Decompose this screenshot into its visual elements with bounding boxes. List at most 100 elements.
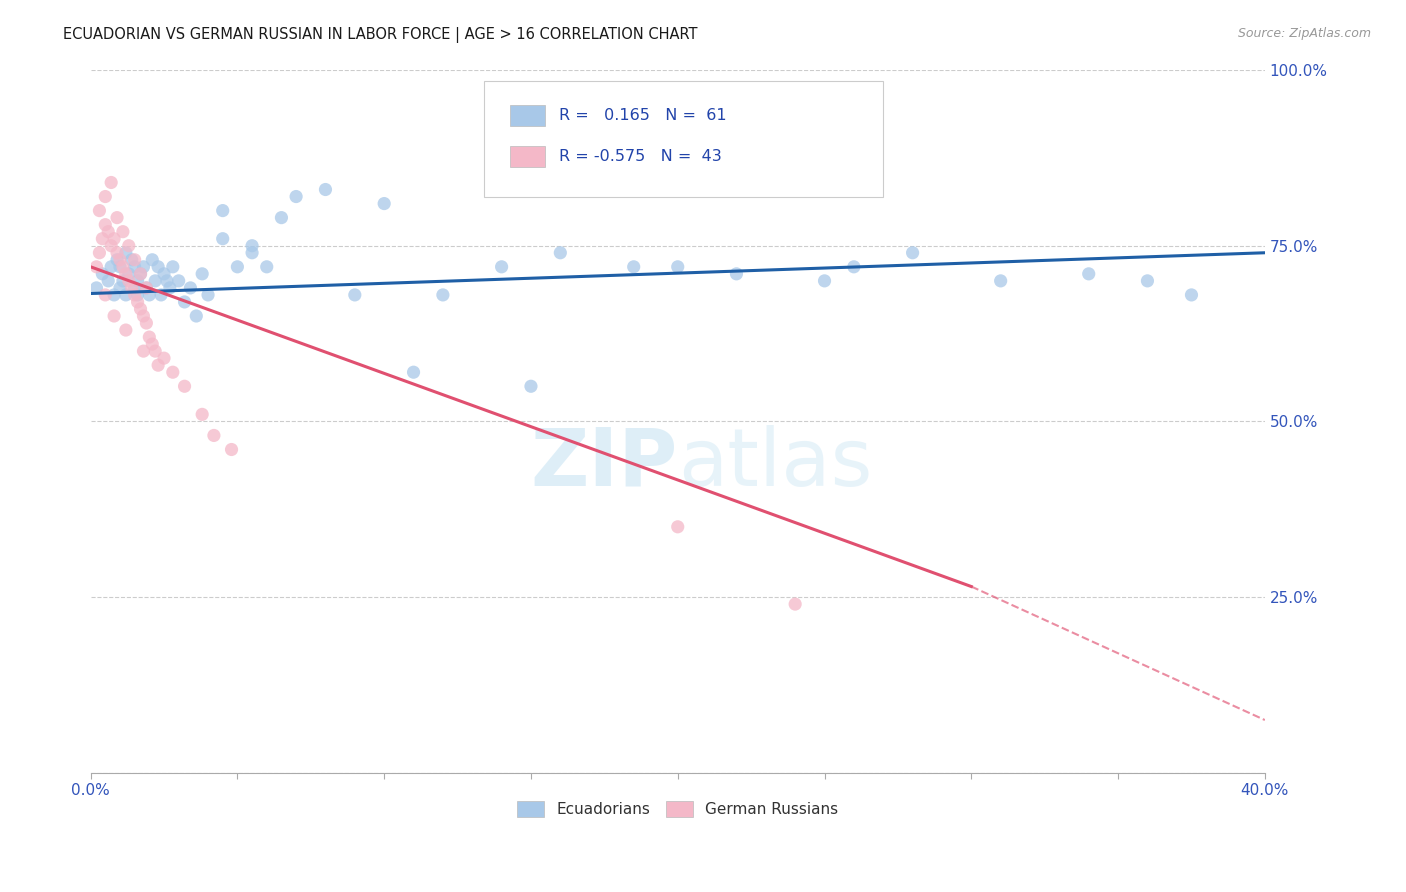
Point [129,267,152,281]
Point [666,520,689,534]
Point [89,245,111,260]
Legend: Ecuadorians, German Russians: Ecuadorians, German Russians [509,793,846,825]
Point [1180,288,1202,302]
Point [550,245,572,260]
Point [146,260,169,274]
Point [785,597,807,611]
Point [86,281,108,295]
Point [162,260,184,274]
Point [373,196,395,211]
Point [132,309,155,323]
Point [111,225,134,239]
Text: ZIP: ZIP [530,425,678,502]
Point [153,351,176,366]
Point [138,288,160,302]
Point [156,274,179,288]
Point [666,260,689,274]
Point [240,245,263,260]
Point [173,379,195,393]
Point [86,260,108,274]
Point [211,232,233,246]
Point [1077,267,1099,281]
Point [127,295,149,310]
Point [118,274,141,288]
Bar [510,105,546,127]
Point [143,274,166,288]
Point [100,238,122,252]
Point [520,379,543,393]
Point [127,274,149,288]
Point [623,260,645,274]
Point [138,330,160,344]
Point [432,288,454,302]
Point [146,358,169,372]
Point [111,274,134,288]
Point [990,274,1012,288]
Text: R = -0.575   N =  43: R = -0.575 N = 43 [560,149,721,164]
Text: Source: ZipAtlas.com: Source: ZipAtlas.com [1237,27,1371,40]
Point [1136,274,1159,288]
Point [191,267,214,281]
Point [124,281,146,295]
Point [105,252,128,267]
Point [121,252,143,267]
Point [226,260,249,274]
Point [191,408,214,422]
Point [167,274,190,288]
Point [725,267,748,281]
Point [842,260,865,274]
Point [124,260,146,274]
Text: atlas: atlas [678,425,872,502]
Point [115,288,138,302]
Point [103,288,125,302]
Point [901,245,924,260]
Text: ECUADORIAN VS GERMAN RUSSIAN IN LABOR FORCE | AGE > 16 CORRELATION CHART: ECUADORIAN VS GERMAN RUSSIAN IN LABOR FO… [63,27,697,43]
Point [141,252,163,267]
Point [186,309,208,323]
Point [162,365,184,379]
FancyBboxPatch shape [484,80,883,196]
Bar [510,146,546,167]
Point [132,260,155,274]
Point [94,189,117,203]
Point [118,238,141,252]
Point [108,252,131,267]
Point [124,288,146,302]
Point [135,281,157,295]
Point [89,203,111,218]
Point [240,238,263,252]
Point [132,344,155,359]
Point [115,323,138,337]
Point [105,211,128,225]
Point [402,365,425,379]
Point [173,295,195,310]
Point [127,288,149,302]
Point [159,281,181,295]
Point [314,182,336,196]
Point [108,281,131,295]
Point [121,281,143,295]
Point [491,260,513,274]
Text: R =   0.165   N =  61: R = 0.165 N = 61 [560,108,727,123]
Point [108,260,131,274]
Point [285,189,308,203]
Point [118,267,141,281]
Point [135,316,157,330]
Point [129,267,152,281]
Point [94,288,117,302]
Point [97,225,120,239]
Point [343,288,366,302]
Point [103,309,125,323]
Point [221,442,243,457]
Point [813,274,835,288]
Point [256,260,278,274]
Point [97,274,120,288]
Point [94,218,117,232]
Point [91,232,114,246]
Point [197,288,219,302]
Point [270,211,292,225]
Point [143,344,166,359]
Point [153,267,176,281]
Point [115,245,138,260]
Point [105,245,128,260]
